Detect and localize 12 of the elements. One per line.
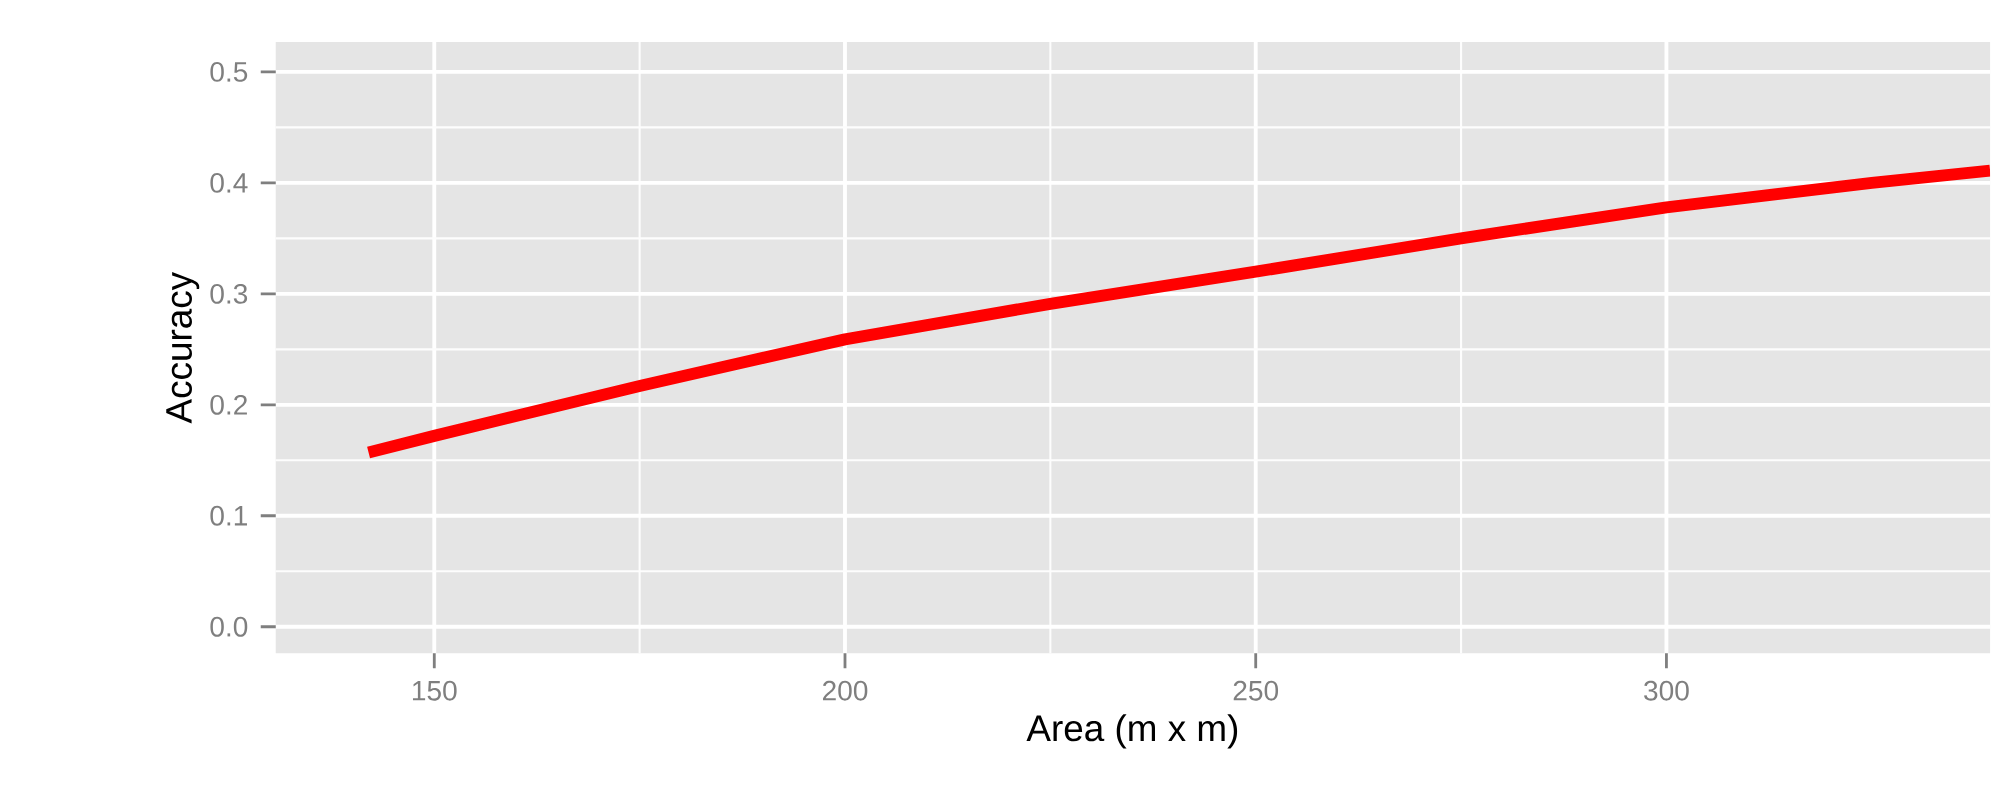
y-tick-label: 0.0 (210, 616, 248, 637)
x-tick-label: 150 (412, 680, 457, 701)
x-tick-label: 200 (822, 680, 868, 701)
x-axis-title: Area (m x m) (1026, 714, 1238, 749)
x-tick-label: 250 (1233, 680, 1279, 701)
y-axis-title: Accuracy (166, 271, 200, 424)
y-tick-label: 0.2 (210, 394, 247, 415)
y-tick-label: 0.3 (210, 283, 248, 304)
x-tick-label: 300 (1644, 680, 1689, 701)
y-tick-label: 0.1 (210, 505, 247, 526)
y-tick-label: 0.5 (210, 61, 248, 82)
y-tick-label: 0.4 (210, 172, 248, 193)
